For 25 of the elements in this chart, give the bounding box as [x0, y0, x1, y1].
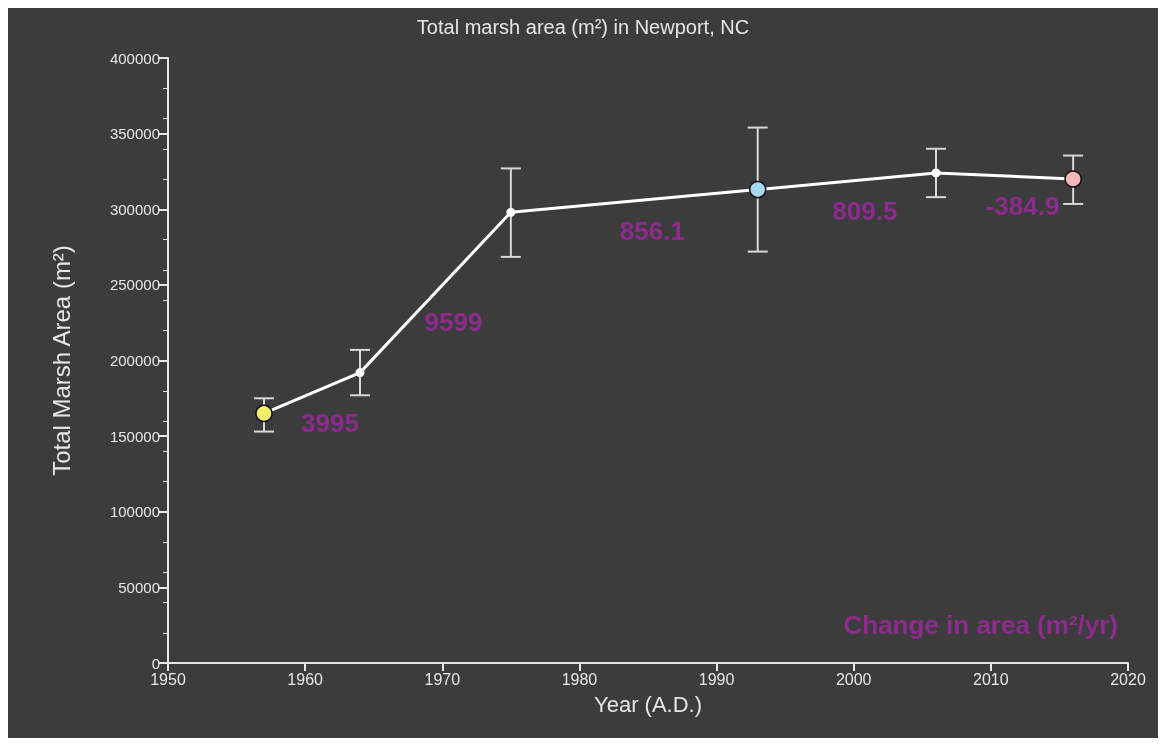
- x-tick-label: 1990: [698, 670, 735, 688]
- x-tick-label: 2000: [835, 670, 872, 688]
- x-tick-label: 1970: [424, 670, 461, 688]
- y-tick-label: 200000: [109, 352, 160, 369]
- annotation: 9599: [424, 307, 483, 338]
- y-tick-label: 50000: [118, 578, 160, 596]
- annotation: 3995: [301, 408, 359, 439]
- y-tick-label: 300000: [109, 200, 160, 218]
- annotation: Change in area (m²/yr): [843, 610, 1118, 640]
- y-tick-label: 400000: [109, 49, 160, 67]
- y-tick-label: 100000: [109, 503, 160, 521]
- annotation: -384.9: [985, 190, 1060, 221]
- x-tick-label: 1950: [150, 670, 186, 688]
- annotation: 809.5: [832, 196, 898, 227]
- x-axis-title: Year (A.D.): [593, 691, 703, 717]
- y-axis-title: Total Marsh Area (m²): [47, 245, 75, 476]
- annotation: 856.1: [619, 215, 685, 246]
- x-tick-label: 1980: [561, 670, 598, 688]
- y-tick-label: 350000: [109, 125, 160, 143]
- y-tick-label: 250000: [109, 276, 160, 294]
- chart-title: Total marsh area (m²) in Newport, NC: [416, 16, 750, 38]
- x-tick-label: 1960: [287, 670, 324, 688]
- x-tick-label: 2020: [1110, 670, 1146, 688]
- x-tick-label: 2010: [973, 670, 1009, 688]
- y-tick-label: 150000: [109, 427, 160, 445]
